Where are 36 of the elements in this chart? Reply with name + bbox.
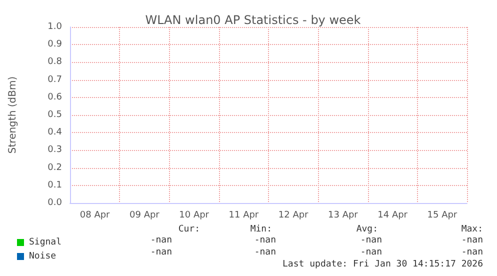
legend-label: Signal — [29, 238, 62, 248]
y-tick-label: 0.4 — [48, 128, 62, 138]
y-tick-label: 0.1 — [48, 180, 62, 190]
text: Avg: — [356, 224, 378, 234]
text: -nan — [150, 248, 172, 258]
y-tick-label: 0.9 — [48, 40, 62, 50]
text: -nan — [254, 236, 276, 246]
text: -nan — [461, 248, 483, 258]
y-tick-label: 0.0 — [48, 198, 62, 208]
legend-label: Noise — [29, 252, 56, 262]
y-tick-label: 0.2 — [48, 162, 62, 173]
text: -nan — [360, 248, 382, 258]
x-tick-label: 08 Apr — [80, 210, 110, 220]
y-tick-label: 0.7 — [48, 74, 62, 85]
x-tick-label: 09 Apr — [129, 210, 160, 220]
text: -nan — [254, 248, 276, 258]
text: -nan — [360, 236, 382, 246]
x-tick-label: 12 Apr — [278, 210, 309, 220]
text: -nan — [461, 236, 483, 246]
y-tick-label: 1.0 — [48, 22, 62, 32]
x-tick-label: 14 Apr — [378, 210, 408, 220]
text: Last update: Fri Jan 30 14:15:17 2026 — [282, 260, 483, 270]
text: Min: — [250, 224, 272, 234]
y-tick-label: 0.3 — [48, 145, 62, 156]
y-tick-label: 0.8 — [48, 57, 62, 68]
text: Max: — [461, 224, 483, 234]
x-tick-label: 10 Apr — [179, 210, 210, 220]
chart-title: WLAN wlan0 AP Statistics - by week — [145, 13, 361, 27]
text: Cur: — [178, 224, 200, 234]
x-tick-label: 11 Apr — [228, 210, 259, 220]
y-axis-title: Strength (dBm) — [8, 76, 18, 154]
y-tick-label: 0.6 — [48, 92, 62, 102]
x-tick-label: 15 Apr — [427, 210, 458, 220]
x-tick-label: 13 Apr — [328, 210, 358, 220]
text: -nan — [150, 236, 172, 246]
y-tick-label: 0.5 — [48, 110, 62, 120]
